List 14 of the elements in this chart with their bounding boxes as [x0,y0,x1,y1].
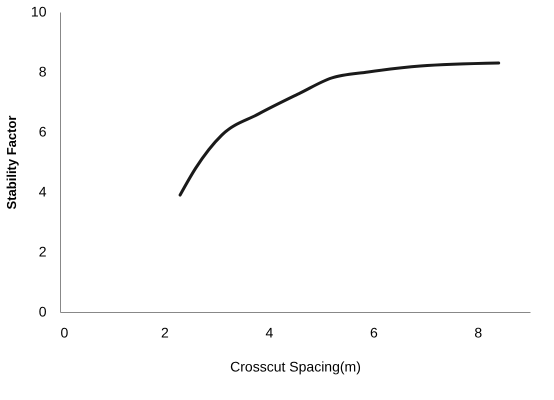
x-tick-label: 8 [474,324,482,340]
y-tick-label: 2 [38,244,47,260]
y-tick-label: 4 [38,184,47,200]
y-tick-label: 10 [30,4,47,20]
y-axis-title: Stability Factor [4,116,19,210]
x-tick-label: 2 [161,324,170,340]
x-tick-label: 6 [370,324,378,340]
x-tick-label: 0 [60,324,68,340]
x-tick-label: 4 [265,324,274,340]
y-tick-label: 0 [38,304,47,320]
y-tick-label: 6 [38,124,47,140]
line-series [178,62,500,196]
x-axis-title: Crosscut Spacing(m) [230,358,361,374]
y-tick-label: 8 [38,64,47,80]
